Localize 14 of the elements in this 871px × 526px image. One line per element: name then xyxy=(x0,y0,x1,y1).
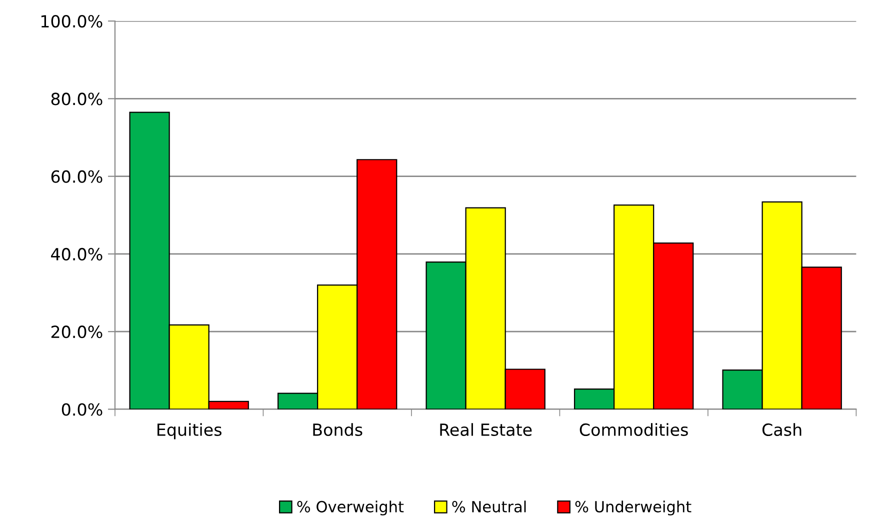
legend-label: % Overweight xyxy=(297,500,404,516)
x-tick-label: Real Estate xyxy=(440,423,532,436)
y-tick-label: 40.0% xyxy=(51,248,102,261)
x-tick-label: Bonds xyxy=(313,423,362,436)
y-tick-label: 80.0% xyxy=(51,92,102,106)
y-tick-label: 100.0% xyxy=(41,15,102,28)
legend-label: % Neutral xyxy=(452,500,526,512)
x-tick-label: Equities xyxy=(158,423,222,440)
x-tick-label: Cash xyxy=(762,423,802,436)
legend-label: % Underweight xyxy=(575,500,692,516)
x-tick-label: Commodities xyxy=(580,423,688,436)
y-tick-label: 60.0% xyxy=(51,170,102,183)
y-tick-label: 0.0% xyxy=(62,403,102,416)
y-tick-label: 20.0% xyxy=(51,326,102,338)
